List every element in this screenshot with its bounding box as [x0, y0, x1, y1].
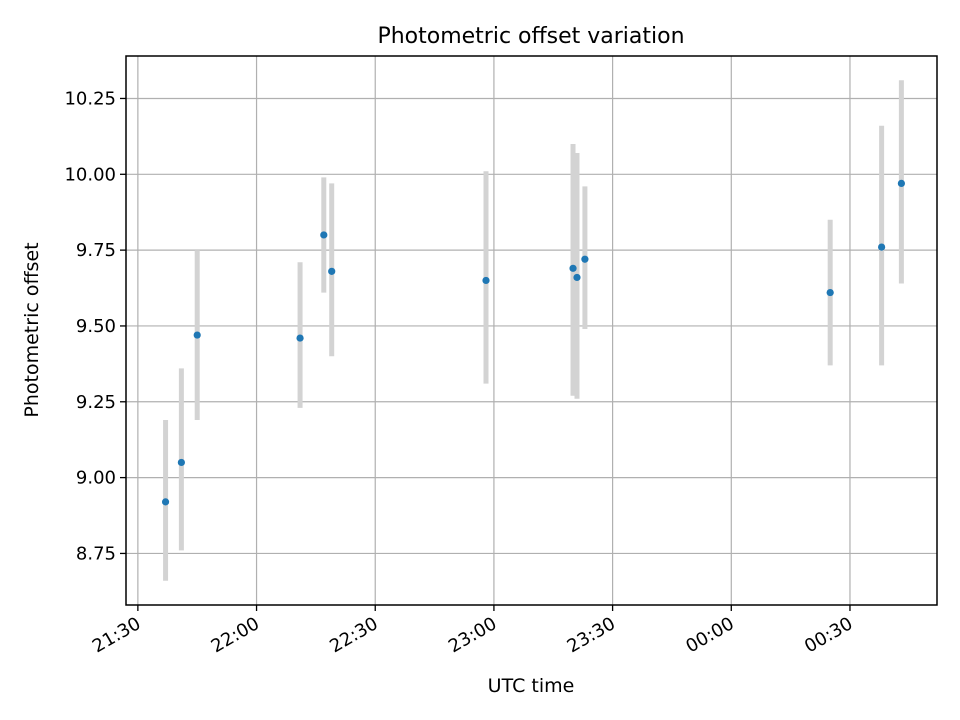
y-tick-label: 9.50: [76, 316, 116, 337]
x-tick-label: 00:00: [682, 613, 737, 657]
y-tick-label: 10.00: [64, 164, 116, 185]
data-point: [482, 276, 490, 285]
plot-frame: [125, 55, 938, 606]
data-point: [826, 288, 834, 297]
y-axis-label: Photometric offset: [21, 242, 43, 417]
data-point: [328, 267, 336, 275]
x-tick-label: 23:00: [445, 613, 500, 657]
data-point: [569, 264, 577, 272]
y-tick-label: 10.25: [64, 88, 116, 109]
y-tick-label: 8.75: [76, 543, 116, 564]
x-tick-label: 00:30: [801, 613, 856, 657]
data-point: [878, 243, 886, 251]
chart-title: Photometric offset variation: [377, 24, 684, 49]
error-bars: [163, 80, 904, 581]
data-point: [573, 273, 581, 282]
grid-lines: [126, 56, 937, 605]
x-tick-label: 23:30: [564, 613, 619, 657]
data-points: [161, 179, 905, 506]
data-point: [320, 231, 328, 239]
data-point: [161, 498, 170, 506]
y-tick-label: 9.25: [76, 392, 116, 413]
data-point: [177, 458, 185, 467]
data-point: [581, 255, 589, 263]
data-point: [897, 179, 905, 187]
x-tick-label: 22:00: [208, 613, 263, 657]
data-point: [193, 331, 201, 339]
y-tick-label: 9.00: [76, 468, 116, 489]
y-tick-label: 9.75: [76, 240, 116, 261]
x-tick-label: 22:30: [326, 613, 381, 657]
data-point: [296, 334, 304, 342]
x-axis-label: UTC time: [488, 675, 575, 697]
x-tick-label: 21:30: [89, 613, 144, 657]
